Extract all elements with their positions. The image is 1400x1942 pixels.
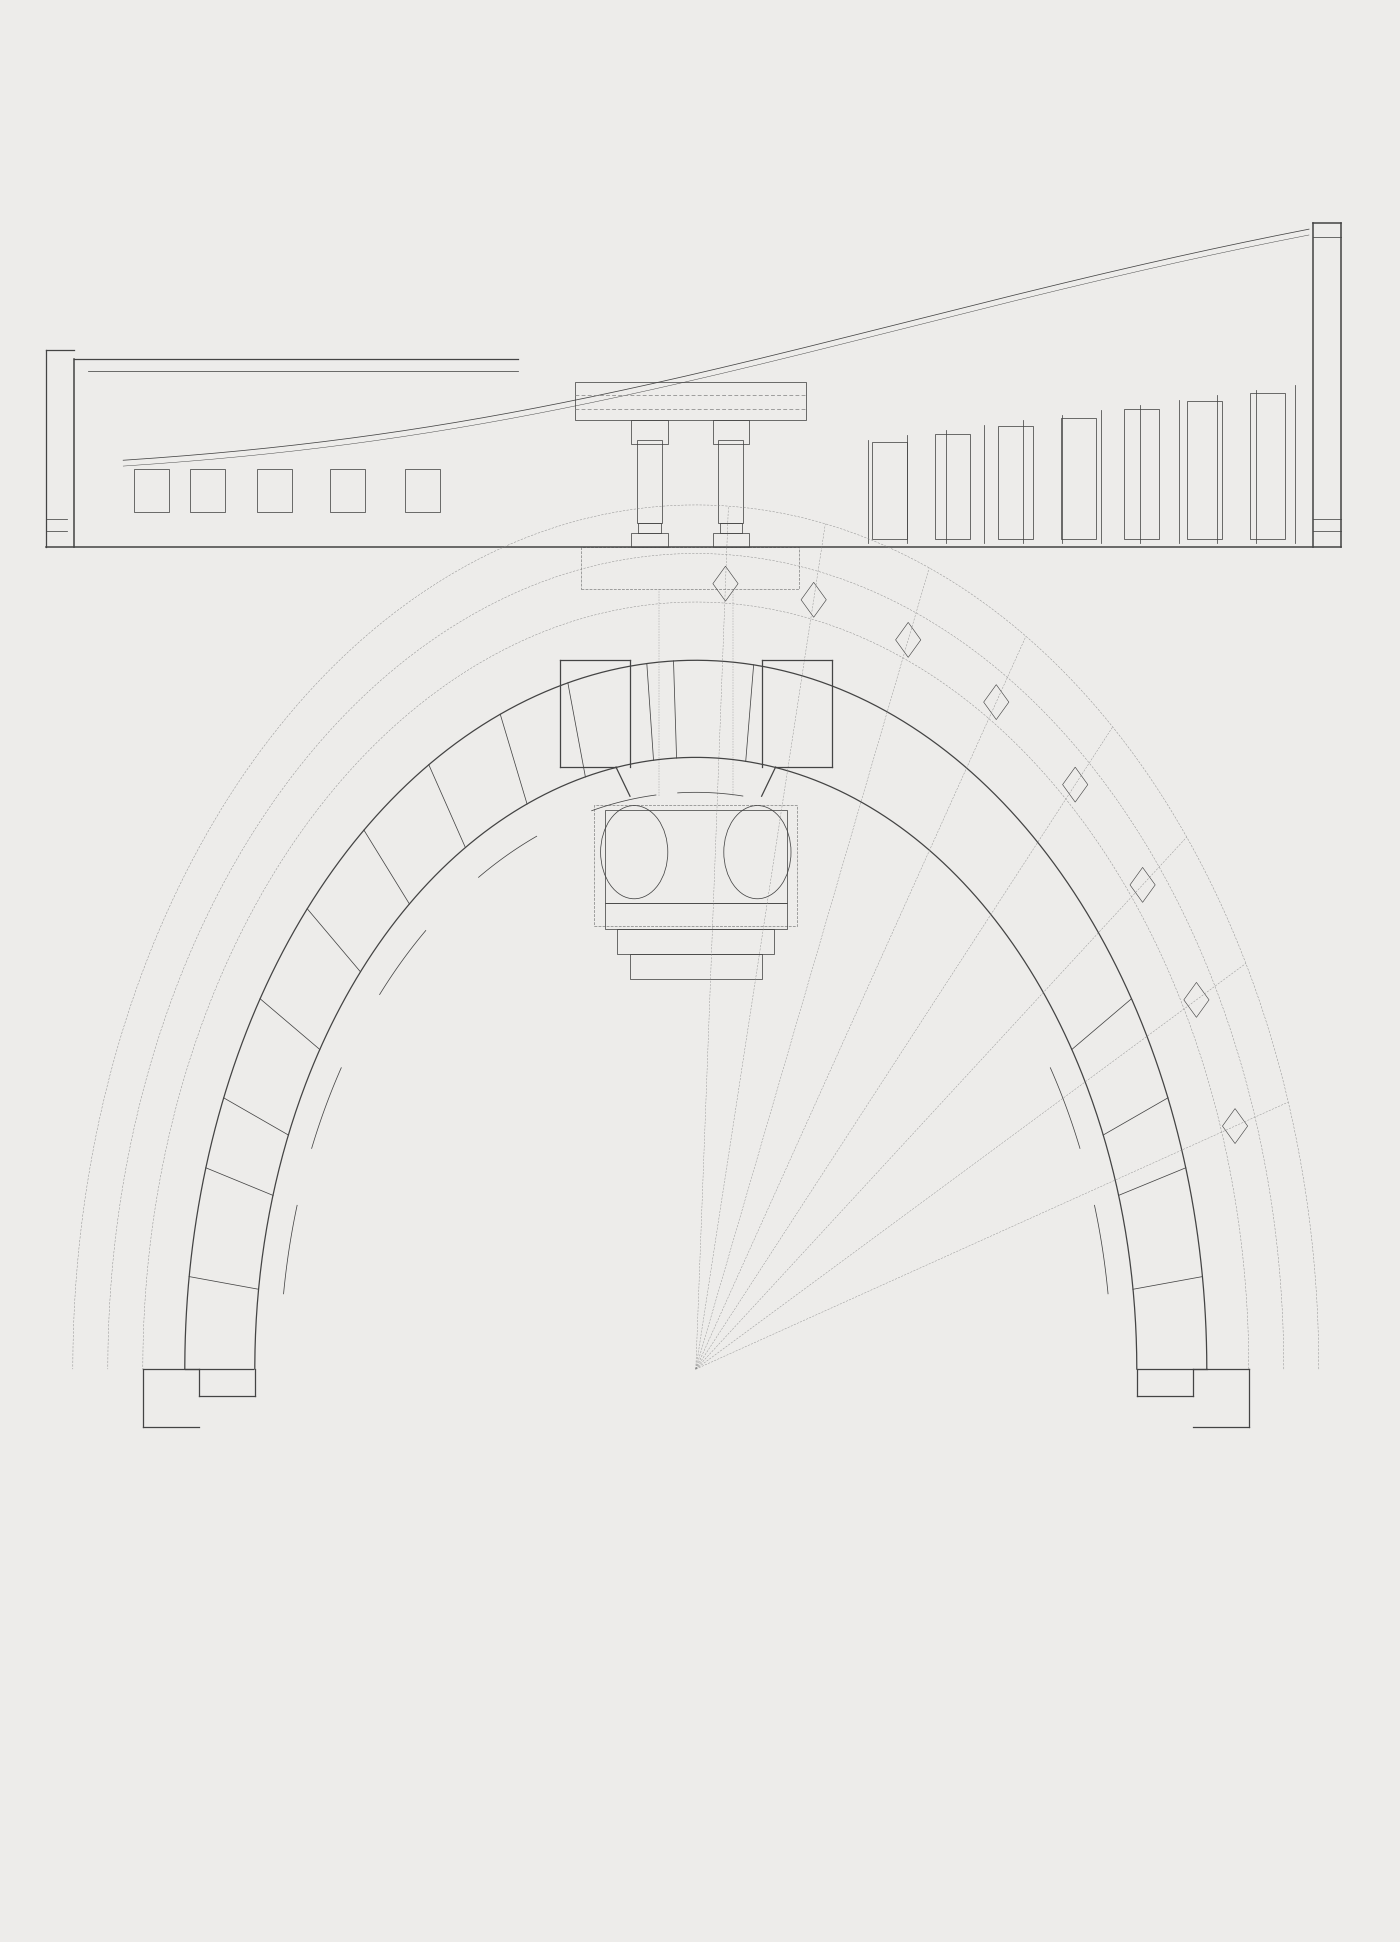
Bar [258, 470, 291, 511]
Bar [605, 903, 787, 928]
Bar [330, 470, 364, 511]
Bar [574, 381, 806, 419]
Bar [406, 470, 440, 511]
Bar [631, 532, 668, 548]
Bar [713, 532, 749, 548]
Bar [631, 419, 668, 443]
Bar [997, 425, 1033, 538]
Bar [637, 439, 662, 522]
Bar [1061, 418, 1095, 538]
Bar [935, 433, 970, 538]
Bar [617, 928, 774, 954]
Bar [594, 806, 798, 926]
Bar [605, 810, 787, 903]
Bar [638, 522, 661, 532]
Bar [133, 470, 168, 511]
Bar [630, 954, 762, 979]
Bar [720, 522, 742, 532]
Bar [189, 470, 224, 511]
Bar [1187, 402, 1221, 538]
Bar [718, 439, 743, 522]
Bar [581, 548, 799, 590]
Bar [1124, 410, 1159, 538]
Bar [871, 441, 907, 538]
Bar [713, 419, 749, 443]
Bar [1249, 392, 1285, 538]
